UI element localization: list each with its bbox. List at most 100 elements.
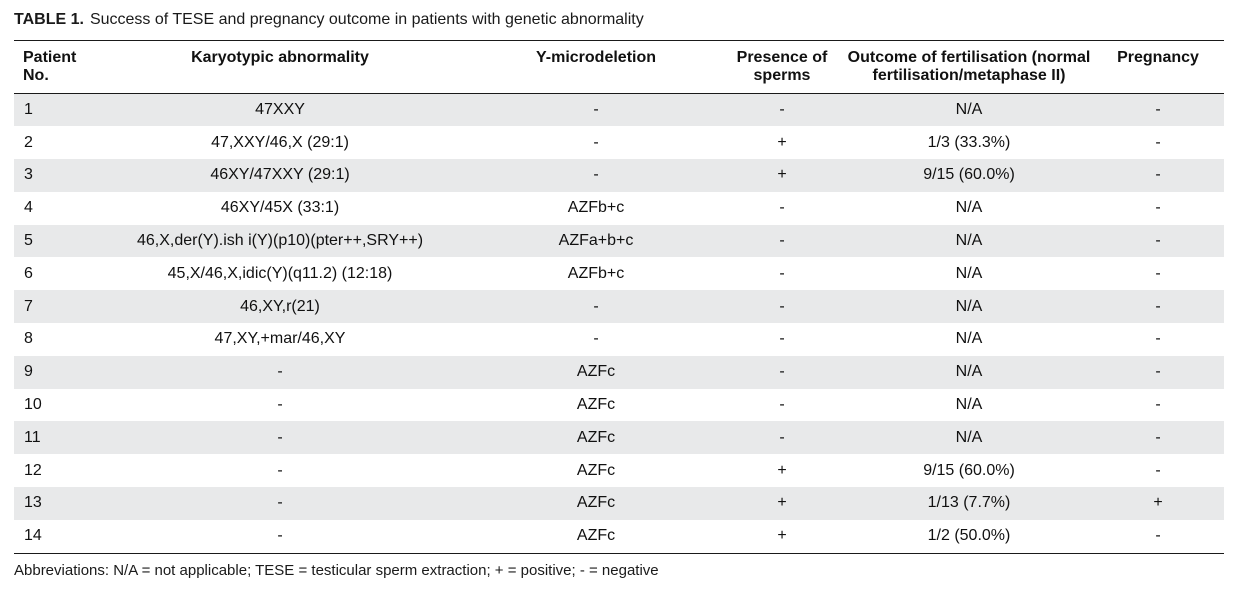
cell-karyotype: 46XY/47XXY (29:1)	[86, 159, 474, 192]
header-pregnancy: Pregnancy	[1092, 41, 1224, 94]
table-row: 3 46XY/47XXY (29:1) - +9/15 (60.0%) -	[14, 159, 1224, 192]
cell-outcome: 9/15 (60.0%)	[846, 159, 1092, 192]
cell-karyotype: 45,X/46,X,idic(Y)(q11.2) (12:18)	[167, 264, 393, 282]
cell-pregnancy: -	[1092, 159, 1224, 192]
cell-pregnancy: -	[1155, 330, 1161, 348]
cell-patient-no: 12	[24, 461, 42, 479]
cell-pregnancy: -	[1155, 461, 1161, 479]
cell-y-microdeletion: AZFc	[474, 421, 718, 455]
cell-y-microdeletion: AZFc	[474, 355, 718, 389]
cell-presence-of-sperms: -	[718, 421, 846, 455]
cell-y-microdeletion: AZFa+b+c	[474, 224, 718, 258]
cell-y-microdeletion: -	[474, 290, 718, 324]
table-caption: TABLE 1. Success of TESE and pregnancy ou…	[14, 0, 1224, 41]
header-presence-of-sperms: Presence of sperms	[718, 41, 846, 94]
cell-patient-no: 10	[24, 396, 42, 414]
cell-outcome: 1/2 (50.0%)	[846, 519, 1092, 554]
cell-presence-of-sperms: -	[718, 355, 846, 389]
table-row: 12 - AZFc +9/15 (60.0%) -	[14, 454, 1224, 487]
cell-pregnancy: -	[1092, 224, 1224, 258]
table-row: 11- AZFc - N/A -	[14, 421, 1224, 455]
cell-outcome: N/A	[846, 290, 1092, 324]
table-row: 4 46XY/45X (33:1) AZFb+c - N/A -	[14, 192, 1224, 225]
cell-patient-no: 4	[24, 199, 33, 217]
cell-pregnancy: -	[1155, 133, 1161, 151]
cell-presence-of-sperms: -	[779, 199, 785, 217]
table-title: Success of TESE and pregnancy outcome in…	[89, 11, 644, 28]
header-patient-no: Patient No.	[14, 41, 86, 94]
cell-karyotype: 46,XY,r(21)	[86, 290, 474, 324]
cell-karyotype: -	[277, 396, 283, 414]
header-row: Patient No. Karyotypic abnormality Y-mic…	[14, 41, 1224, 94]
cell-y-microdeletion: AZFb+c	[567, 264, 625, 282]
cell-presence-of-sperms: -	[779, 330, 785, 348]
cell-karyotype: -	[86, 421, 474, 455]
cell-y-microdeletion: -	[593, 330, 599, 348]
cell-patient-no: 2	[24, 133, 33, 151]
cell-presence-of-sperms: +	[718, 519, 846, 554]
table-row: 1 47XXY - - N/A -	[14, 93, 1224, 127]
cell-patient-no: 6	[24, 264, 33, 282]
cell-pregnancy: -	[1155, 199, 1161, 217]
cell-pregnancy: -	[1155, 396, 1161, 414]
cell-presence-of-sperms: +	[777, 133, 787, 151]
cell-pregnancy: -	[1092, 421, 1224, 455]
cell-karyotype: -	[277, 461, 283, 479]
cell-pregnancy: +	[1092, 487, 1224, 520]
table-row: 7 46,XY,r(21) - - N/A -	[14, 290, 1224, 324]
table-row: 5 46,X,der(Y).ish i(Y)(p10)(pter++,SRY++)…	[14, 224, 1224, 258]
data-table: Patient No. Karyotypic abnormality Y-mic…	[14, 41, 1224, 554]
cell-presence-of-sperms: +	[718, 487, 846, 520]
cell-y-microdeletion: AZFc	[576, 461, 616, 479]
cell-y-microdeletion: AZFc	[474, 487, 718, 520]
header-karyotype: Karyotypic abnormality	[86, 41, 474, 94]
cell-outcome: N/A	[955, 264, 983, 282]
cell-y-microdeletion: -	[593, 133, 599, 151]
cell-outcome: 1/13 (7.7%)	[846, 487, 1092, 520]
cell-presence-of-sperms: -	[718, 93, 846, 127]
cell-presence-of-sperms: -	[779, 396, 785, 414]
cell-outcome: N/A	[846, 224, 1092, 258]
cell-patient-no: 13	[14, 487, 86, 520]
table-row: 10 - AZFc - N/A -	[14, 389, 1224, 422]
table-body: 1 47XXY - - N/A -2 47,XXY/46,X (29:1) - +1/3 (33…	[14, 93, 1224, 554]
cell-patient-no: 7	[14, 290, 86, 324]
cell-patient-no: 8	[24, 330, 33, 348]
cell-presence-of-sperms: -	[718, 290, 846, 324]
cell-karyotype: 47XXY	[86, 93, 474, 127]
cell-karyotype: 47,XY,+mar/46,XY	[214, 330, 346, 348]
cell-pregnancy: -	[1155, 264, 1161, 282]
table-figure: TABLE 1. Success of TESE and pregnancy ou…	[14, 0, 1224, 579]
cell-outcome: 1/3 (33.3%)	[927, 133, 1011, 151]
cell-patient-no: 11	[14, 421, 86, 455]
cell-y-microdeletion: AZFc	[576, 396, 616, 414]
cell-karyotype: -	[86, 519, 474, 554]
table-label: TABLE 1.	[14, 11, 84, 28]
table-row: 14- AZFc +1/2 (50.0%) -	[14, 519, 1224, 554]
cell-presence-of-sperms: +	[718, 159, 846, 192]
cell-outcome: N/A	[955, 199, 983, 217]
cell-pregnancy: -	[1092, 519, 1224, 554]
cell-outcome: N/A	[846, 355, 1092, 389]
cell-outcome: N/A	[955, 396, 983, 414]
cell-karyotype: 46,X,der(Y).ish i(Y)(p10)(pter++,SRY++)	[86, 224, 474, 258]
cell-presence-of-sperms: -	[779, 264, 785, 282]
cell-y-microdeletion: -	[474, 159, 718, 192]
cell-patient-no: 14	[14, 519, 86, 554]
table-footnote: Abbreviations: N/A = not applicable; TES…	[14, 561, 659, 579]
cell-patient-no: 9	[14, 355, 86, 389]
table-row: 8 47,XY,+mar/46,XY - - N/A -	[14, 323, 1224, 356]
cell-karyotype: 47,XXY/46,X (29:1)	[211, 133, 349, 151]
cell-outcome: 9/15 (60.0%)	[923, 461, 1015, 479]
cell-outcome: N/A	[955, 330, 983, 348]
table-row: 13- AZFc +1/13 (7.7%) +	[14, 487, 1224, 520]
cell-patient-no: 3	[14, 159, 86, 192]
table-row: 9- AZFc - N/A -	[14, 355, 1224, 389]
table-row: 6 45,X/46,X,idic(Y)(q11.2) (12:18) AZFb+c -…	[14, 257, 1224, 290]
cell-outcome: N/A	[846, 93, 1092, 127]
cell-presence-of-sperms: -	[718, 224, 846, 258]
cell-y-microdeletion: AZFc	[474, 519, 718, 554]
cell-karyotype: 46XY/45X (33:1)	[220, 199, 340, 217]
cell-presence-of-sperms: +	[777, 461, 787, 479]
cell-pregnancy: -	[1092, 355, 1224, 389]
